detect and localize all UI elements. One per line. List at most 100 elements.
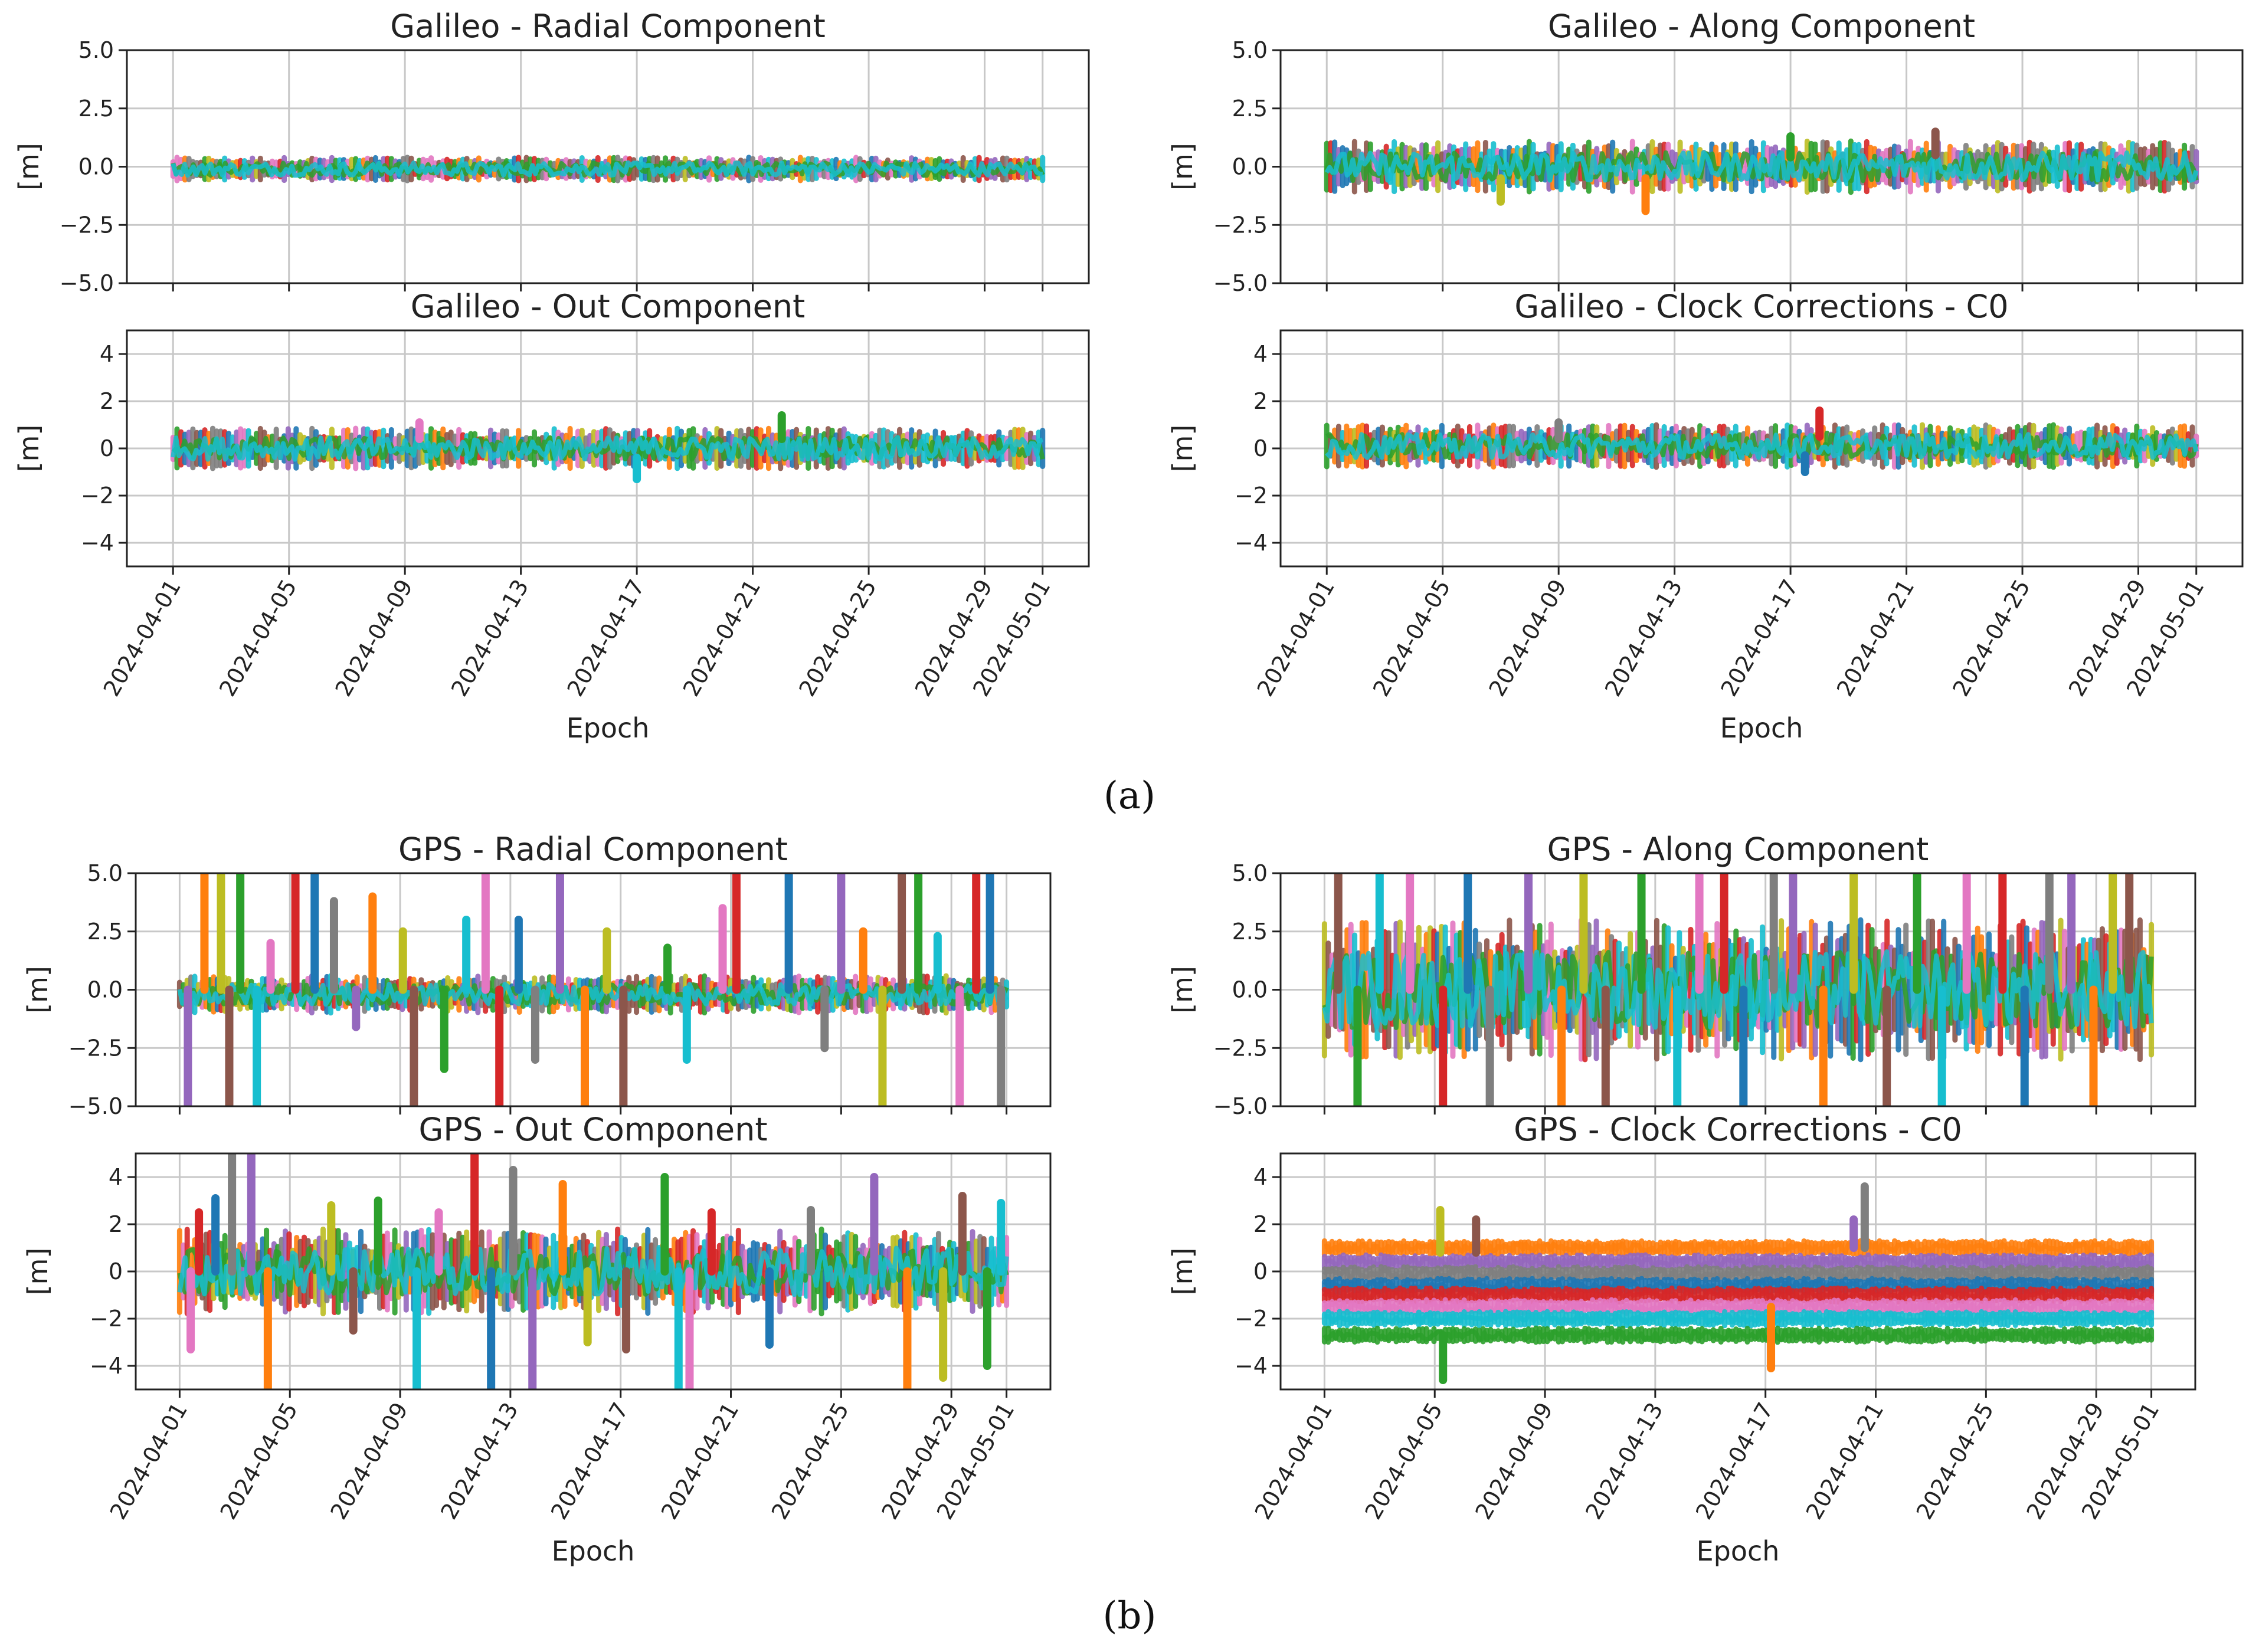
y-tick-label: 2 (1253, 388, 1268, 414)
data-series-trace (1322, 1279, 2154, 1293)
chart-title: GPS - Radial Component (398, 831, 788, 868)
y-tick-label: 5.0 (1232, 860, 1268, 886)
y-axis-label: [m] (13, 143, 45, 191)
y-tick-label: −5.0 (1213, 1093, 1268, 1119)
x-axis-label: Epoch (1697, 1535, 1780, 1567)
axes-frame (135, 872, 1052, 1107)
data-series-trace (1324, 1255, 2152, 1269)
y-tick-label: 0.0 (1232, 977, 1268, 1003)
axes-frame (1279, 49, 2244, 284)
data-series-trace (1322, 1288, 2153, 1302)
y-axis-label: [m] (22, 966, 54, 1014)
x-tick-label: 2024-04-13 (1600, 575, 1688, 701)
x-tick-label: 2024-04-17 (1691, 1398, 1779, 1524)
data-series-trace (1322, 1300, 2154, 1314)
x-axis-label: Epoch (1720, 712, 1803, 744)
x-axis-label: Epoch (567, 712, 650, 744)
x-tick-label: 2024-04-01 (99, 575, 186, 701)
axes-frame (126, 329, 1090, 568)
y-tick-label: 5.0 (78, 37, 114, 63)
data-series-trace (1322, 1267, 2154, 1281)
x-tick-label: 2024-04-21 (1801, 1398, 1889, 1524)
x-tick-label: 2024-04-25 (767, 1398, 855, 1524)
y-axis-label: [m] (1167, 425, 1199, 473)
x-tick-label: 2024-04-05 (1368, 575, 1456, 701)
y-tick-label: −2.5 (60, 212, 114, 238)
y-tick-label: 0.0 (87, 977, 123, 1003)
data-points (1321, 873, 2155, 1106)
x-tick-label: 2024-04-09 (1470, 1398, 1558, 1524)
x-tick-label: 2024-04-09 (330, 575, 418, 701)
chart-title: Galileo - Out Component (411, 288, 806, 325)
y-axis-label: [m] (1167, 143, 1199, 191)
y-tick-label: 0 (1253, 1258, 1268, 1284)
chart-panel-7: 4 2 0 −2 −4 GPS - Clock Corrections - C0 [m] 20… (1167, 1111, 2196, 1567)
axes-frame (1279, 872, 2196, 1107)
x-tick-label: 2024-04-09 (325, 1398, 413, 1524)
chart-panel-3: 4 2 0 −2 −4 Galileo - Clock Corrections - C0 [… (1167, 288, 2244, 744)
y-tick-label: −2 (1235, 1306, 1268, 1332)
y-tick-label: 0.0 (1232, 154, 1268, 180)
axes-frame (135, 1152, 1052, 1391)
y-tick-label: −2.5 (1213, 1035, 1268, 1061)
data-series-trace (1324, 1241, 2153, 1255)
y-tick-label: −2 (81, 483, 114, 509)
y-tick-label: −4 (81, 530, 114, 556)
data-points (170, 155, 1046, 183)
data-series-trace (1324, 1312, 2154, 1326)
y-tick-label: 2.5 (78, 96, 114, 122)
x-tick-label: 2024-04-05 (214, 575, 302, 701)
x-tick-label: 2024-04-21 (656, 1398, 744, 1524)
y-tick-label: 5.0 (87, 860, 123, 886)
y-tick-label: 5.0 (1232, 37, 1268, 63)
y-tick-label: −2 (1235, 483, 1268, 509)
x-tick-label: 2024-04-13 (1580, 1398, 1668, 1524)
x-tick-label: 2024-04-21 (1832, 575, 1920, 701)
y-tick-label: 2.5 (1232, 96, 1268, 122)
y-axis-label: [m] (1167, 966, 1199, 1014)
y-tick-label: −4 (90, 1353, 123, 1379)
y-tick-label: 2 (100, 388, 114, 414)
y-axis-label: [m] (22, 1248, 54, 1296)
y-tick-label: −4 (1235, 1353, 1268, 1379)
x-tick-label: 2024-04-09 (1484, 575, 1572, 701)
y-tick-label: 4 (109, 1164, 123, 1190)
y-tick-label: −2 (90, 1306, 123, 1332)
data-points (1321, 1182, 2155, 1384)
y-tick-label: −2.5 (68, 1035, 123, 1061)
data-points (1324, 127, 2199, 215)
chart-panel-2: 4 2 0 −2 −4 Galileo - Out Component [m] 2024-04… (13, 288, 1090, 744)
x-tick-label: 2024-04-05 (1360, 1398, 1448, 1524)
y-axis-label: [m] (13, 425, 45, 473)
y-axis-label: [m] (1167, 1248, 1199, 1296)
axes-frame (1279, 329, 2244, 568)
x-tick-label: 2024-04-01 (1250, 1398, 1338, 1524)
x-tick-label: 2024-04-17 (1715, 575, 1803, 701)
x-tick-label: 2024-04-05 (215, 1398, 303, 1524)
chart-title: GPS - Clock Corrections - C0 (1514, 1111, 1962, 1148)
chart-title: Galileo - Clock Corrections - C0 (1514, 288, 2008, 325)
chart-panel-5: 5.0 2.5 0.0 −2.5 −5.0 GPS - Along Component [m… (1167, 831, 2196, 1119)
caption-b: (b) (1103, 1594, 1157, 1638)
chart-title: GPS - Out Component (418, 1111, 767, 1148)
x-tick-label: 2024-04-01 (105, 1398, 193, 1524)
data-series-trace (171, 435, 1043, 462)
y-tick-label: −4 (1235, 530, 1268, 556)
data-series-trace (1325, 432, 2199, 460)
data-points (176, 873, 1010, 1106)
chart-title: GPS - Along Component (1547, 831, 1929, 868)
x-tick-label: 2024-04-17 (562, 575, 650, 701)
y-tick-label: −5.0 (1213, 270, 1268, 296)
y-tick-label: 4 (1253, 1164, 1268, 1190)
data-points (170, 411, 1046, 483)
y-tick-label: −5.0 (60, 270, 114, 296)
data-series-trace (171, 160, 1043, 178)
y-tick-label: 0 (1253, 435, 1268, 461)
x-tick-label: 2024-04-13 (436, 1398, 523, 1524)
x-tick-label: 2024-04-17 (546, 1398, 634, 1524)
y-tick-label: 2 (109, 1211, 123, 1237)
x-tick-label: 2024-04-13 (446, 575, 534, 701)
axes-frame (126, 49, 1090, 284)
x-tick-label: 2024-04-25 (1947, 575, 2035, 701)
